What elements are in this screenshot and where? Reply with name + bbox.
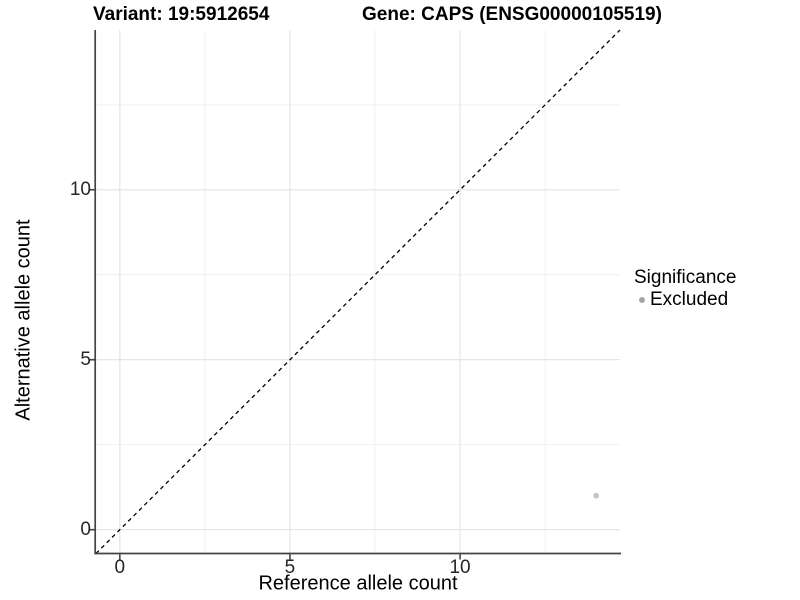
data-points (593, 492, 599, 499)
legend: Significance Excluded (634, 266, 736, 311)
plot-title-gene: Gene: CAPS (ENSG00000105519) (362, 4, 662, 25)
data-point (593, 492, 599, 499)
x-tick-label-0: 0 (114, 557, 126, 578)
y-tick-label-5: 5 (80, 348, 91, 370)
y-axis-title: Alternative allele count (12, 219, 35, 421)
x-tick-label-10: 10 (449, 557, 471, 578)
excluded-point-icon (639, 297, 645, 303)
x-axis-title: Reference allele count (258, 572, 458, 595)
legend-title: Significance (634, 267, 737, 288)
axis-lines (94, 30, 621, 555)
identity-line (95, 29, 621, 554)
minor-gridlines (96, 30, 620, 554)
identity-line (95, 29, 621, 554)
plot-title-variant: Variant: 19:5912654 (93, 4, 270, 25)
y-tick-label-0: 0 (80, 518, 91, 540)
legend-item-label: Excluded (650, 289, 729, 310)
major-gridlines (96, 30, 620, 554)
legend-item-excluded: Excluded (639, 289, 736, 311)
y-tick-label-10: 10 (69, 178, 91, 200)
tick-marks (89, 188, 461, 560)
x-tick-label-5: 5 (284, 557, 296, 578)
